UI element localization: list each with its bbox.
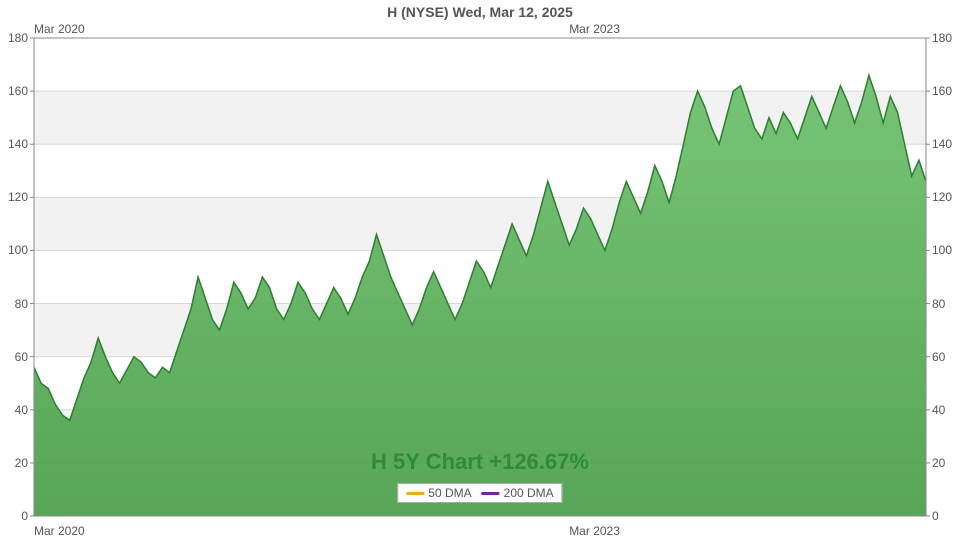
y-tick-label: 100 [8,243,28,257]
x-top-label: Mar 2020 [34,22,85,36]
y-tick-label: 80 [932,297,945,311]
y-tick-label: 0 [932,509,939,523]
legend-label: 200 DMA [504,486,554,500]
legend-swatch [482,492,500,495]
y-tick-label: 60 [15,350,28,364]
y-tick-label: 20 [932,456,945,470]
y-tick-label: 140 [932,137,952,151]
y-tick-label: 160 [932,84,952,98]
legend-label: 50 DMA [428,486,471,500]
y-tick-label: 160 [8,84,28,98]
y-tick-label: 60 [932,350,945,364]
y-tick-label: 20 [15,456,28,470]
stock-chart: H (NYSE) Wed, Mar 12, 2025 H 5Y Chart +1… [0,0,960,540]
y-tick-label: 40 [15,403,28,417]
x-bottom-label: Mar 2023 [569,524,620,538]
y-tick-label: 120 [932,190,952,204]
legend-item: 50 DMA [406,486,471,500]
y-tick-label: 120 [8,190,28,204]
y-tick-label: 100 [932,243,952,257]
y-tick-label: 140 [8,137,28,151]
y-tick-label: 40 [932,403,945,417]
legend-item: 200 DMA [482,486,554,500]
x-bottom-label: Mar 2020 [34,524,85,538]
x-top-label: Mar 2023 [569,22,620,36]
chart-legend: 50 DMA 200 DMA [397,483,562,503]
y-tick-label: 180 [932,31,952,45]
y-tick-label: 80 [15,297,28,311]
y-tick-label: 0 [21,509,28,523]
chart-canvas [0,0,960,540]
y-tick-label: 180 [8,31,28,45]
legend-swatch [406,492,424,495]
